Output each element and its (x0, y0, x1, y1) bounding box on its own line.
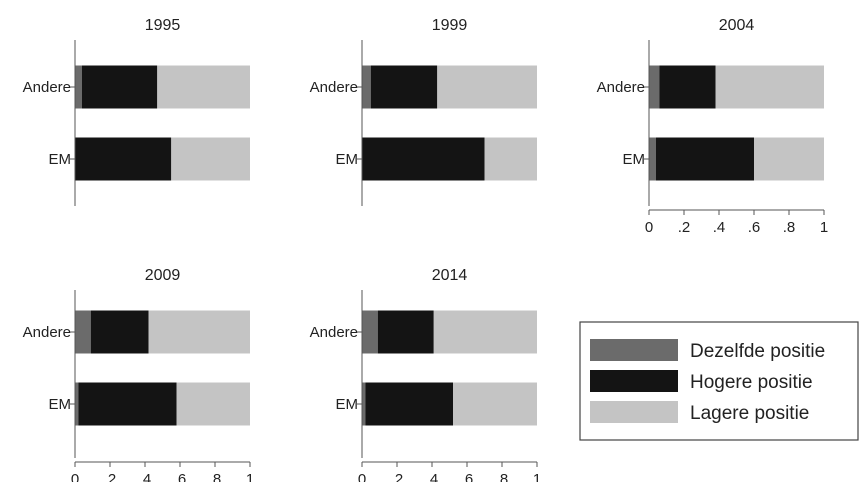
bar-segment (659, 65, 716, 109)
x-tick-label: .8 (783, 219, 796, 236)
bar-segment (362, 310, 378, 354)
category-label: EM (336, 396, 359, 413)
x-tick-label: 0 (645, 219, 653, 236)
bar-segment (78, 382, 177, 426)
x-tick-label: .4 (426, 471, 439, 482)
bar-segment (453, 382, 537, 426)
bar-segment (90, 310, 149, 354)
bar-segment (484, 137, 537, 181)
bar-segment (148, 310, 250, 354)
panel-2009: 2009 Andere EM 0 .2 .4 .6 .8 1 (23, 267, 255, 487)
legend-label: Lagere positie (690, 403, 809, 424)
panel-title: 2009 (145, 267, 181, 284)
category-label: Andere (23, 79, 71, 96)
x-tick-label: .8 (496, 471, 509, 482)
x-tick-label: 1 (246, 471, 254, 482)
x-tick-label: .8 (209, 471, 222, 482)
bar-segment (82, 65, 158, 109)
legend-swatch (590, 401, 678, 423)
bar-segment (370, 65, 438, 109)
panel-2014: 2014 Andere EM 0 .2 .4 .6 .8 1 (310, 267, 542, 487)
x-tick-label: 0 (71, 471, 79, 482)
bar-segment (171, 137, 250, 181)
x-tick-label: .2 (391, 471, 404, 482)
x-tick-label: 1 (533, 471, 541, 482)
panel-title: 1995 (145, 17, 181, 34)
category-label: Andere (597, 79, 645, 96)
x-tick-label: .2 (678, 219, 691, 236)
legend: Dezelfde positie Hogere positie Lagere pos… (579, 321, 859, 441)
category-label: EM (49, 151, 72, 168)
bar-segment (649, 137, 656, 181)
category-label: EM (336, 151, 359, 168)
panel-1999: 1999 Andere EM (310, 17, 537, 206)
x-tick-label: 0 (358, 471, 366, 482)
x-tick-label: .6 (174, 471, 187, 482)
category-label: Andere (310, 324, 358, 341)
bar-segment (75, 382, 79, 426)
category-label: EM (623, 151, 646, 168)
bar-segment (362, 382, 366, 426)
bar-segment (715, 65, 824, 109)
legend-label: Hogere positie (690, 372, 813, 393)
bar-segment (754, 137, 824, 181)
bar-segment (649, 65, 660, 109)
bar-segment (75, 310, 91, 354)
panel-1995: 1995 Andere EM (23, 17, 250, 206)
legend-label: Dezelfde positie (690, 341, 825, 362)
category-label: Andere (23, 324, 71, 341)
bar-segment (176, 382, 250, 426)
bar-segment (365, 382, 453, 426)
x-tick-label: .2 (104, 471, 117, 482)
bar-segment (75, 65, 82, 109)
x-tick-label: .6 (748, 219, 761, 236)
bar-segment (437, 65, 537, 109)
legend-swatch (590, 339, 678, 361)
legend-swatch (590, 370, 678, 392)
bar-segment (433, 310, 537, 354)
bar-segment (377, 310, 434, 354)
bar-segment (75, 137, 172, 181)
x-tick-label: .4 (139, 471, 152, 482)
category-label: EM (49, 396, 72, 413)
x-tick-label: .6 (461, 471, 474, 482)
panel-title: 2014 (432, 267, 468, 284)
x-tick-label: .4 (713, 219, 726, 236)
bar-segment (157, 65, 250, 109)
panel-2004: 2004 Andere EM 0 .2 .4 .6 .8 1 (597, 17, 829, 236)
x-tick-label: 1 (820, 219, 828, 236)
bar-segment (362, 137, 485, 181)
bar-segment (362, 65, 371, 109)
category-label: Andere (310, 79, 358, 96)
bar-segment (656, 137, 754, 181)
panel-title: 2004 (719, 17, 755, 34)
panel-title: 1999 (432, 17, 468, 34)
